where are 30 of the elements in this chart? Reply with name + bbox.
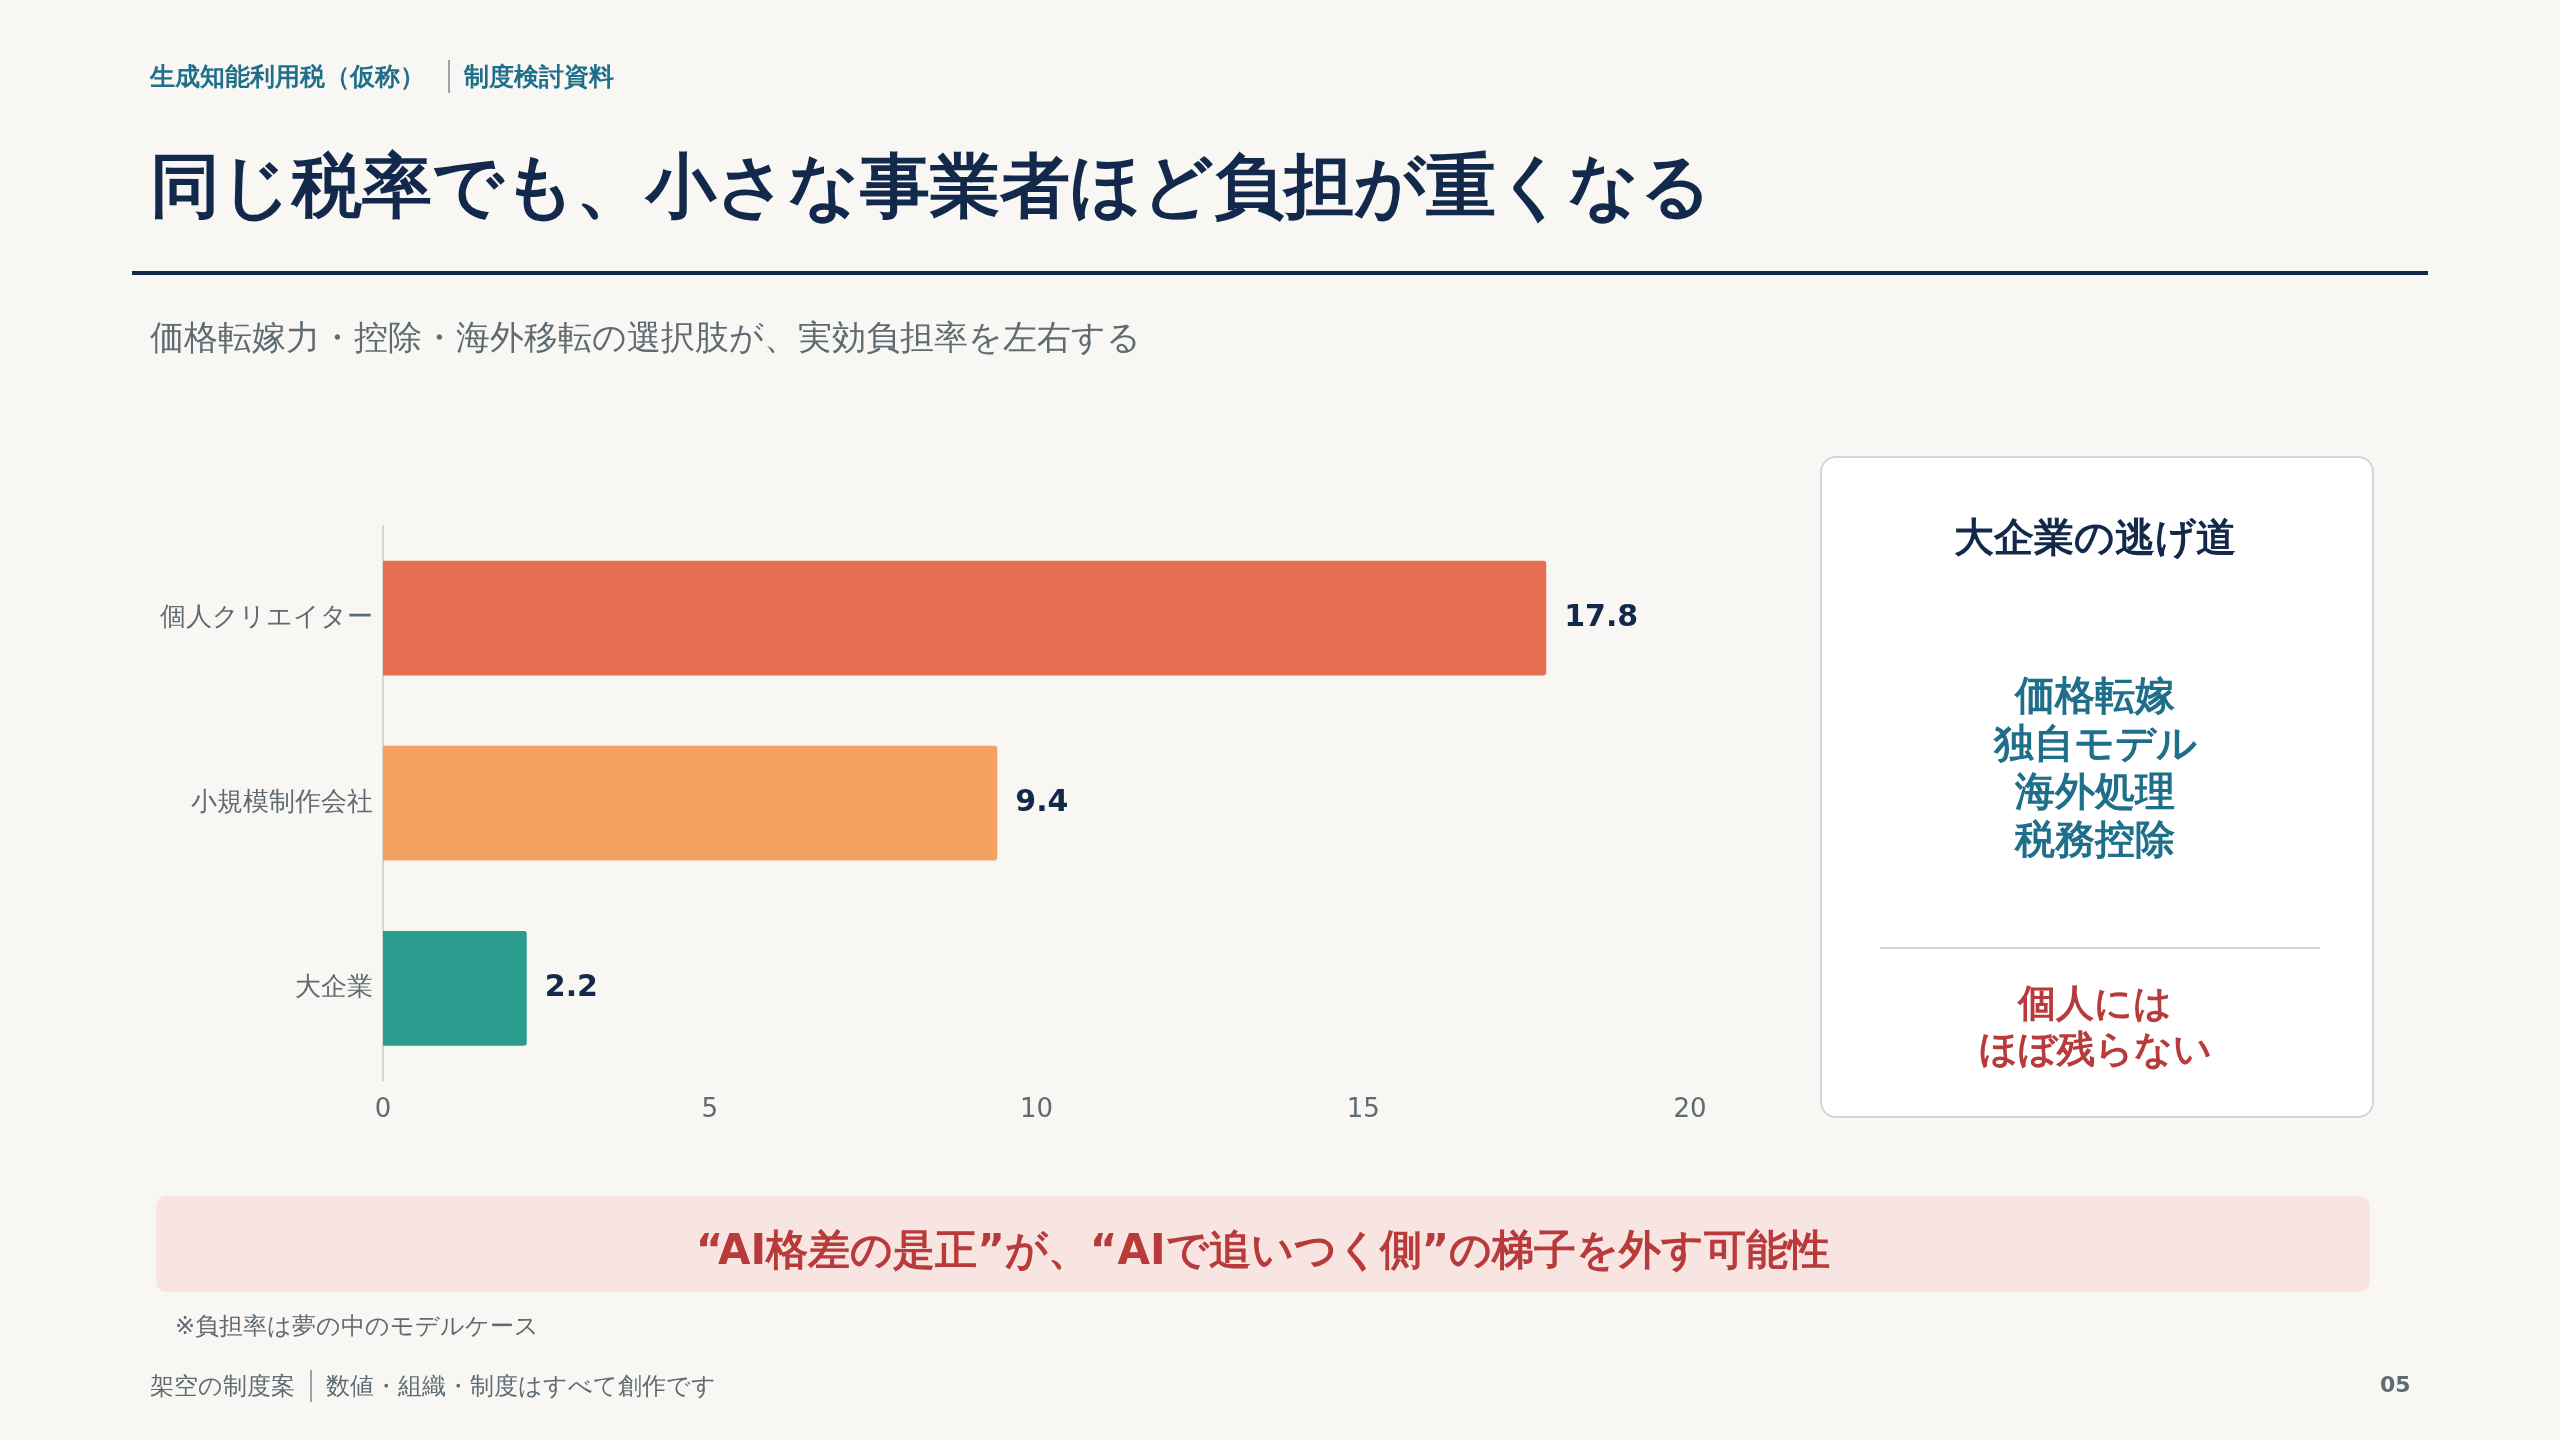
chart-subtitle: 価格転嫁力・控除・海外移転の選択肢が、実効負担率を左右する <box>150 316 1141 359</box>
y-tick-label: 個人クリエイター <box>160 600 373 631</box>
x-tick-label: 5 <box>701 1093 719 1124</box>
text: 独自モデル <box>1993 720 2197 766</box>
text: 大企業の逃げ道 <box>1953 513 2237 562</box>
data-label: 9.4 <box>1015 783 1069 818</box>
text: 価格転嫁 <box>2015 672 2175 718</box>
y-tick-label: 小規模制作会社 <box>191 785 373 816</box>
y-tick-label: 大企業 <box>295 971 373 1002</box>
text: 05 <box>2380 1372 2411 1397</box>
chart-title: 同じ税率でも、小さな事業者ほど負担が重くなる <box>150 144 1712 229</box>
text: 制度検討資料 <box>448 60 614 93</box>
text: 個人には <box>2018 981 2172 1025</box>
text: 生成知能利用税（仮称） <box>150 61 425 93</box>
data-label: 2.2 <box>544 968 598 1004</box>
bar <box>383 560 1547 676</box>
bar <box>383 745 998 861</box>
x-tick-label: 0 <box>374 1093 392 1124</box>
text: 架空の制度案 <box>150 1371 295 1402</box>
text: “AI格差の是正”が、“AIで追いつく側”の梯子を外す可能性 <box>694 1224 1832 1276</box>
x-tick-label: 15 <box>1346 1093 1380 1124</box>
text: ※負担率は夢の中のモデルケース <box>175 1311 540 1342</box>
x-tick-label: 20 <box>1673 1093 1707 1124</box>
bar <box>383 930 527 1046</box>
text: 税務控除 <box>2015 816 2175 862</box>
text: ほぼ残らない <box>1977 1026 2213 1073</box>
text: 数値・組織・制度はすべて創作です <box>310 1370 716 1402</box>
text: 海外処理 <box>2015 768 2175 814</box>
x-tick-label: 10 <box>1019 1093 1054 1124</box>
data-label: 17.8 <box>1564 597 1639 633</box>
